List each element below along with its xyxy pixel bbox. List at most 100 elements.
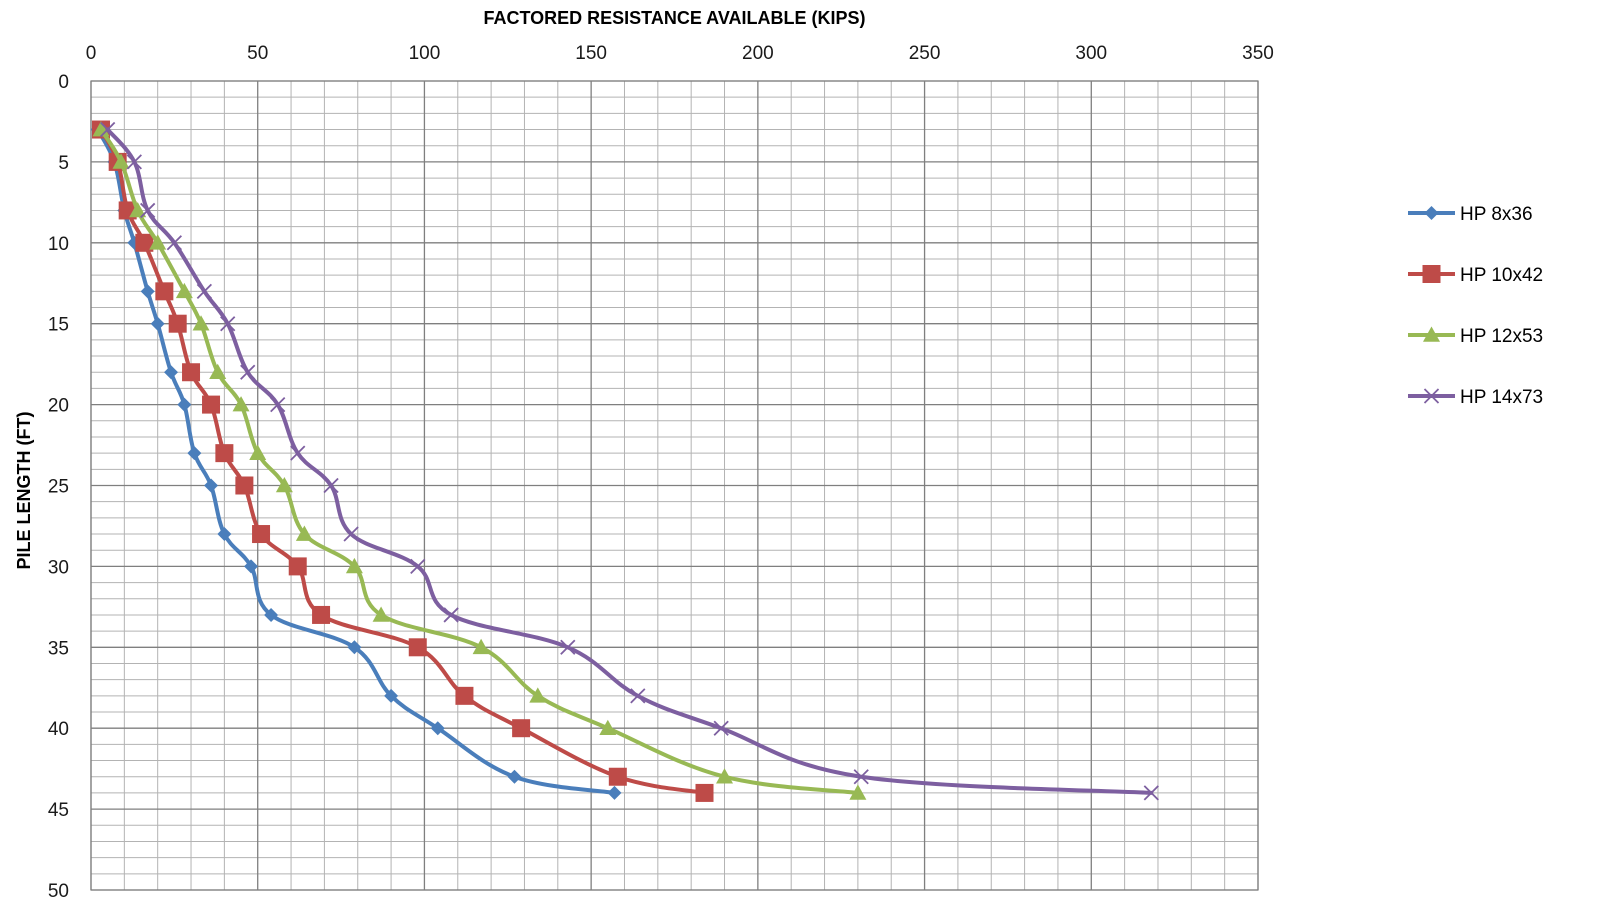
x-marker-stroke: [630, 688, 646, 704]
data-point-hp-12x53: [275, 477, 293, 493]
data-point-hp-10x42: [408, 638, 427, 657]
data-point-hp-14x73: [323, 477, 339, 494]
legend-label: HP 8x36: [1460, 204, 1533, 225]
data-point-hp-14x73: [290, 445, 306, 461]
data-point-hp-8x36: [150, 316, 165, 331]
legend-label: HP 14x73: [1460, 387, 1543, 408]
data-point-hp-10x42: [695, 783, 714, 802]
data-point-hp-12x53: [849, 784, 867, 800]
data-point-hp-12x53: [472, 638, 490, 655]
y-tick-label: 40: [48, 719, 69, 740]
x-marker-stroke: [196, 283, 213, 299]
data-point-hp-10x42: [155, 282, 174, 301]
legend-item-hp-12x53: HP 12x53: [1408, 326, 1543, 347]
data-point-hp-8x36: [607, 785, 622, 800]
data-point-hp-10x42: [235, 476, 254, 495]
x-marker-stroke: [853, 769, 869, 785]
y-tick-label: 10: [48, 234, 69, 255]
data-point-hp-8x36: [430, 721, 445, 736]
data-point-hp-8x36: [164, 365, 179, 380]
legend-marker: [1424, 206, 1439, 220]
y-axis-title: PILE LENGTH (FT): [14, 412, 34, 570]
data-point-hp-12x53: [112, 153, 130, 169]
data-point-hp-10x42: [608, 767, 627, 786]
x-marker-stroke: [220, 316, 236, 332]
x-tick-label: 200: [742, 43, 774, 64]
x-marker-stroke: [240, 364, 256, 380]
y-tick-label: 25: [48, 477, 69, 498]
data-point-hp-14x73: [126, 154, 142, 170]
data-point-hp-10x42: [182, 363, 201, 382]
data-point-hp-12x53: [529, 687, 547, 703]
data-point-hp-14x73: [140, 202, 156, 219]
legend-label: HP 10x42: [1460, 265, 1543, 286]
y-tick-label: 50: [48, 881, 69, 902]
x-marker-stroke: [410, 558, 426, 575]
data-point-hp-10x42: [312, 605, 331, 624]
data-point-hp-12x53: [175, 282, 193, 299]
data-point-hp-8x36: [347, 640, 362, 655]
data-point-hp-8x36: [507, 769, 522, 784]
y-tick-label: 15: [48, 315, 69, 336]
x-marker-stroke: [100, 121, 116, 138]
plot-frame: [90, 80, 1259, 891]
x-axis-title: FACTORED RESISTANCE AVAILABLE (KIPS): [483, 8, 865, 28]
series-line-hp-14x73: [105, 127, 1154, 795]
data-point-hp-12x53: [372, 606, 390, 622]
legend-item-hp-8x36: HP 8x36: [1408, 204, 1533, 225]
x-tick-label: 300: [1075, 43, 1107, 64]
data-point-hp-10x42: [512, 719, 531, 738]
series-hp-14x73: [100, 121, 1159, 801]
x-tick-label: 0: [86, 43, 97, 64]
data-point-hp-8x36: [177, 397, 192, 412]
data-point-hp-14x73: [240, 364, 256, 380]
data-point-hp-10x42: [202, 395, 221, 414]
x-marker-stroke: [290, 445, 306, 461]
legend-item-hp-14x73: HP 14x73: [1408, 387, 1543, 408]
legend-label: HP 12x53: [1460, 326, 1543, 347]
data-point-hp-14x73: [853, 769, 869, 785]
data-point-hp-12x53: [716, 768, 734, 784]
data-point-hp-10x42: [215, 444, 234, 463]
y-tick-label: 0: [58, 72, 69, 93]
data-point-hp-14x73: [100, 121, 116, 138]
x-tick-label: 250: [909, 43, 941, 64]
x-marker-stroke: [713, 720, 729, 736]
data-point-hp-12x53: [345, 557, 363, 574]
data-point-hp-12x53: [249, 444, 267, 460]
data-point-hp-10x42: [455, 686, 474, 705]
data-point-hp-14x73: [270, 396, 286, 413]
legend: HP 8x36 HP 10x42 HP 12x53 HP 14x73: [1408, 204, 1543, 408]
data-point-hp-10x42: [288, 557, 307, 576]
x-marker-stroke: [126, 154, 142, 170]
x-tick-label: 150: [575, 43, 607, 64]
y-tick-label: 30: [48, 557, 69, 578]
y-tick-label: 45: [48, 800, 69, 821]
data-point-hp-8x36: [204, 478, 219, 493]
x-marker-stroke: [560, 639, 576, 655]
data-point-hp-14x73: [1143, 785, 1159, 801]
data-point-hp-12x53: [149, 234, 167, 250]
x-marker-stroke: [140, 202, 156, 219]
x-tick-label: 100: [409, 43, 441, 64]
data-point-hp-14x73: [220, 316, 236, 332]
series-hp-12x53: [92, 121, 867, 800]
x-marker-stroke: [1423, 388, 1440, 404]
data-point-hp-8x36: [244, 559, 259, 574]
data-point-hp-10x42: [168, 314, 187, 333]
x-marker-stroke: [443, 607, 459, 623]
x-marker-stroke: [323, 477, 339, 494]
x-marker-stroke: [343, 526, 359, 542]
y-tick-label: 35: [48, 638, 69, 659]
data-point-hp-12x53: [129, 201, 147, 218]
legend-marker: [1423, 326, 1440, 342]
data-point-hp-12x53: [599, 719, 617, 735]
data-point-hp-10x42: [252, 525, 271, 544]
data-point-hp-8x36: [217, 527, 232, 542]
data-point-hp-14x73: [630, 688, 646, 704]
data-point-hp-14x73: [410, 558, 426, 575]
x-tick-labels: 0 50 100 150 200 250 300 350: [86, 43, 1274, 64]
series-hp-10x42: [92, 120, 714, 802]
